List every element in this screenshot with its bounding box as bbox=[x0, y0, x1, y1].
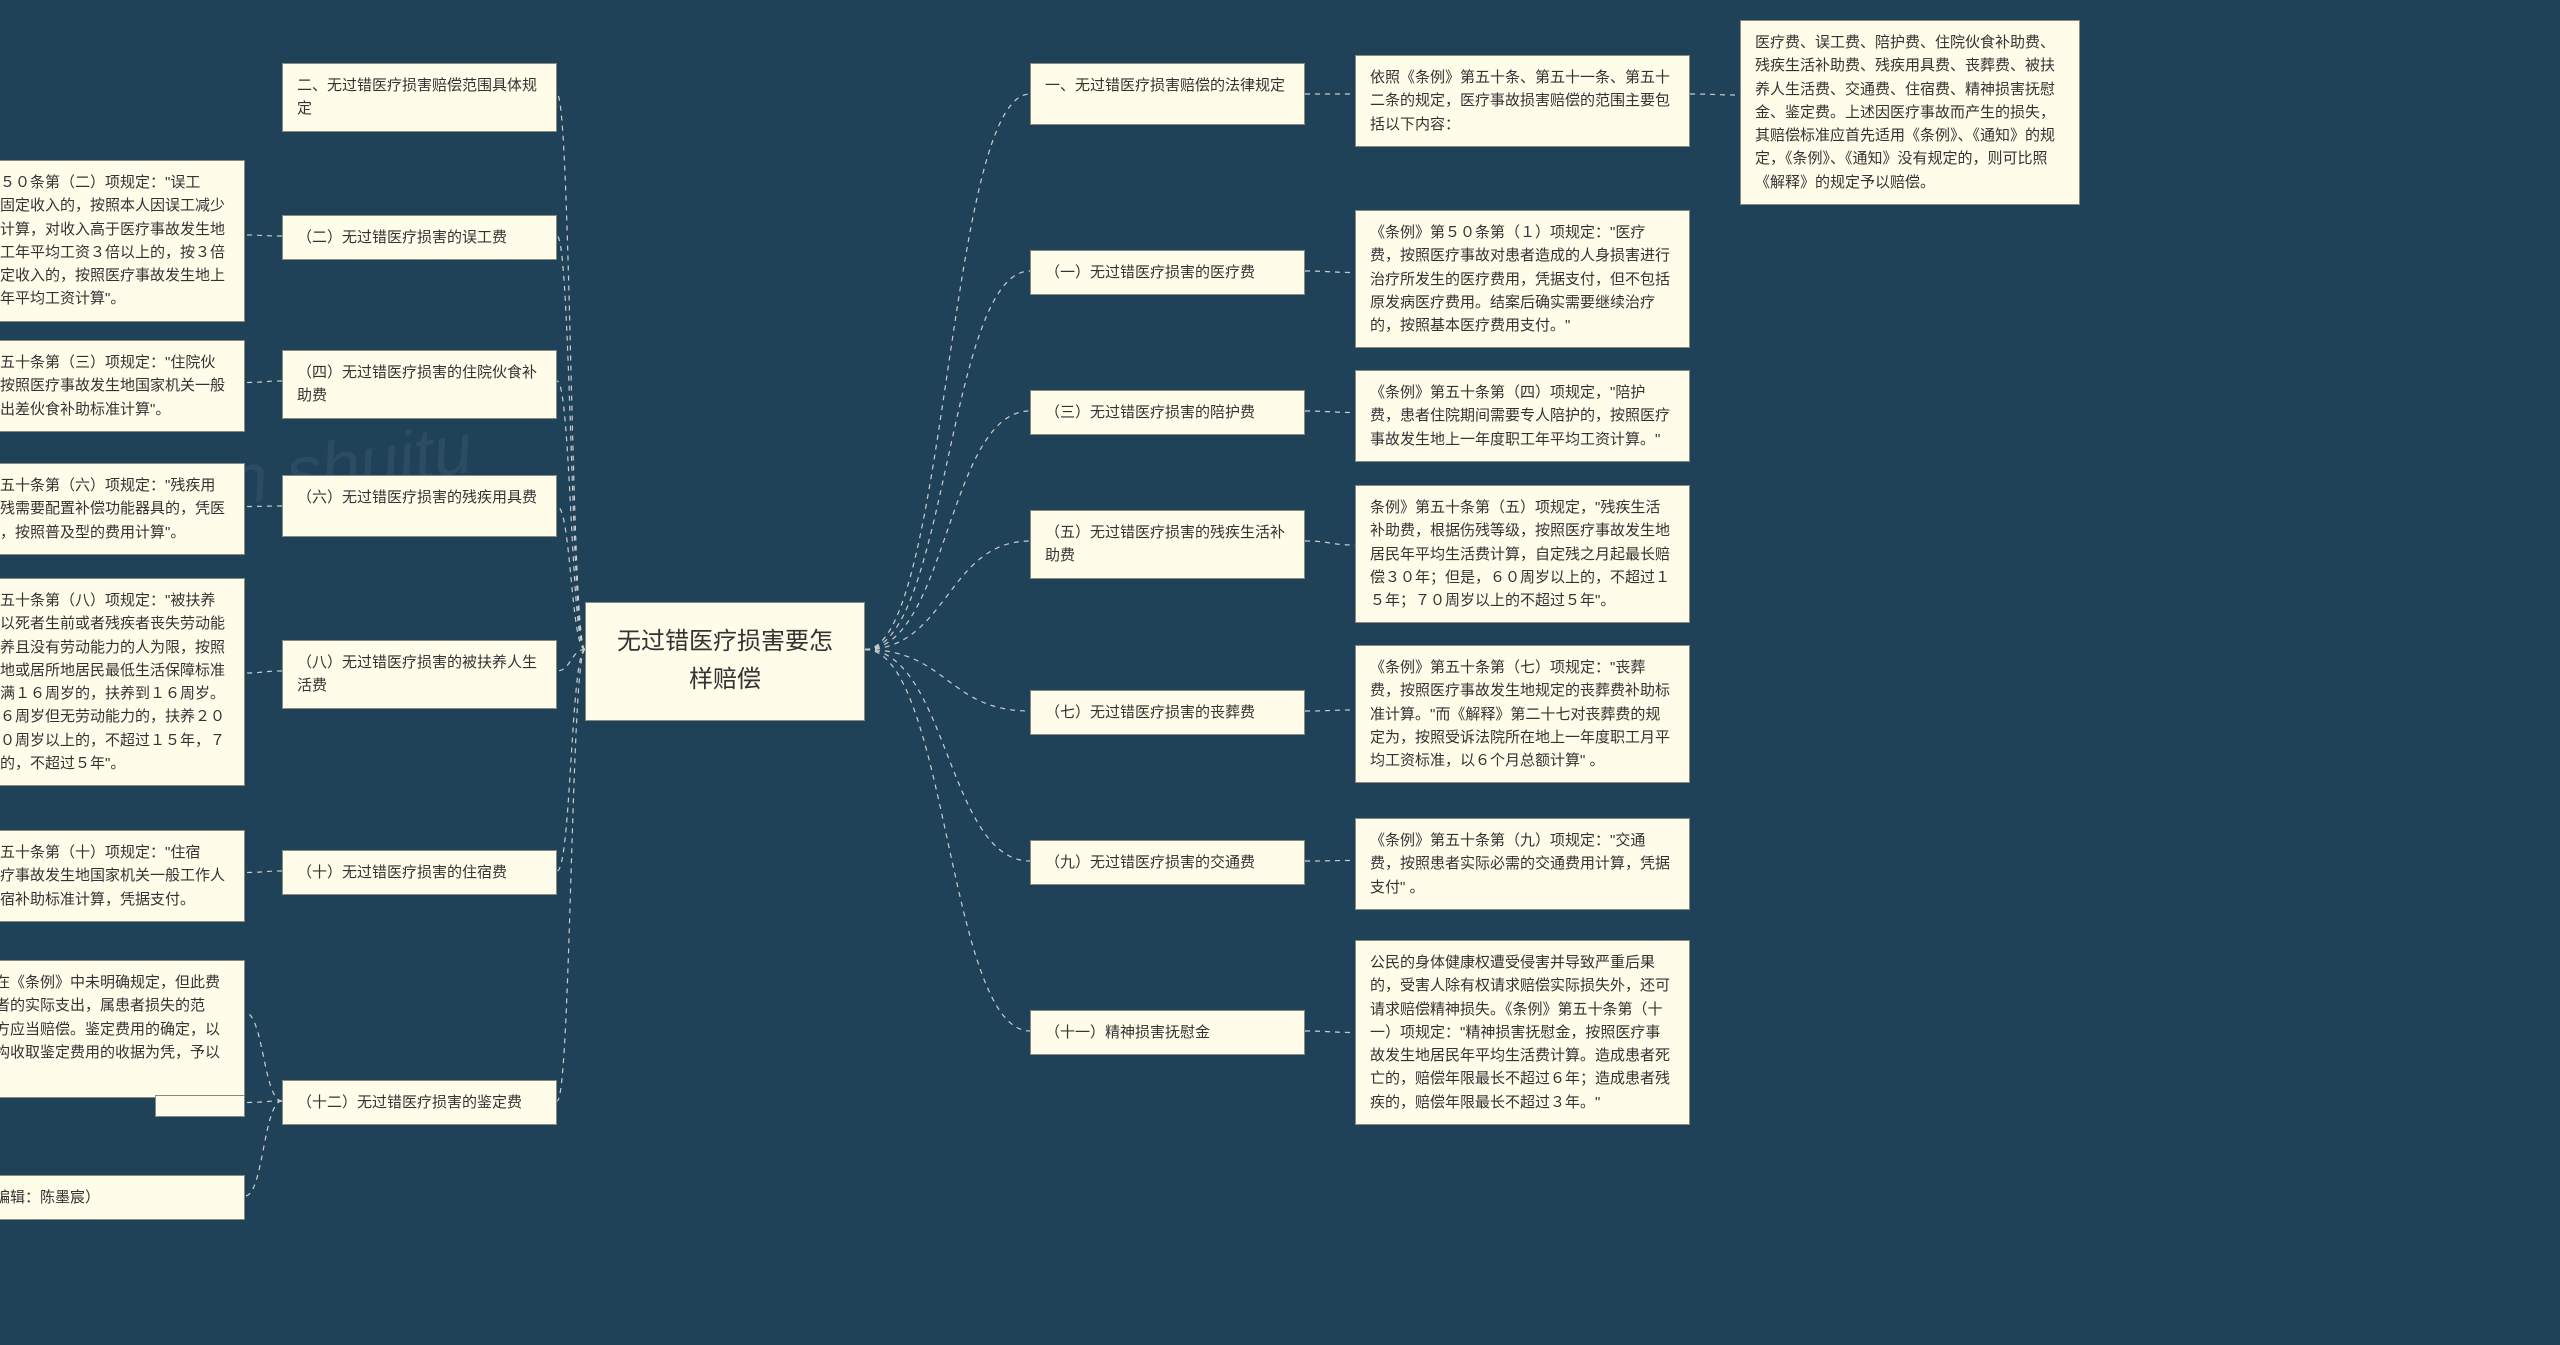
branch-node: （十一）精神损害抚慰金 bbox=[1030, 1010, 1305, 1055]
branch-node: （三）无过错医疗损害的陪护费 bbox=[1030, 390, 1305, 435]
branch-node: （二）无过错医疗损害的误工费 bbox=[282, 215, 557, 260]
center-node: 无过错医疗损害要怎样赔偿 bbox=[585, 602, 865, 721]
detail-node: 《条例》第五十条第（四）项规定，"陪护费，患者住院期间需要专人陪护的，按照医疗事… bbox=[1355, 370, 1690, 462]
branch-node: （一）无过错医疗损害的医疗费 bbox=[1030, 250, 1305, 295]
branch-node: 一、无过错医疗损害赔偿的法律规定 bbox=[1030, 63, 1305, 125]
detail-node: 《条例》第五十条第（八）项规定："被扶养人生活费，以死者生前或者残疾者丧失劳动能… bbox=[0, 578, 245, 786]
detail-node: 条例》第五十条第（五）项规定，"残疾生活补助费，根据伤残等级，按照医疗事故发生地… bbox=[1355, 485, 1690, 623]
branch-node: （十）无过错医疗损害的住宿费 bbox=[282, 850, 557, 895]
detail-node: （责任编辑：陈墨宸） bbox=[0, 1175, 245, 1220]
detail-node: 《条例》第五十条第（十）项规定："住宿费，按照医疗事故发生地国家机关一般工作人员… bbox=[0, 830, 245, 922]
branch-node: （六）无过错医疗损害的残疾用具费 bbox=[282, 475, 557, 537]
detail-node: 《条例》第五十条第（七）项规定："丧葬费，按照医疗事故发生地规定的丧葬费补助标准… bbox=[1355, 645, 1690, 783]
branch-node: （七）无过错医疗损害的丧葬费 bbox=[1030, 690, 1305, 735]
detail-node: 《条例》第５０条第（二）项规定："误工费，患者有固定收入的，按照本人因误工减少的… bbox=[0, 160, 245, 322]
branch-node: （五）无过错医疗损害的残疾生活补助费 bbox=[1030, 510, 1305, 579]
branch-node: （十二）无过错医疗损害的鉴定费 bbox=[282, 1080, 557, 1125]
branch-node: 二、无过错医疗损害赔偿范围具体规定 bbox=[282, 63, 557, 132]
branch-node: （四）无过错医疗损害的住院伙食补助费 bbox=[282, 350, 557, 419]
detail-node: 《条例》第５０条第（１）项规定："医疗费，按照医疗事故对患者造成的人身损害进行治… bbox=[1355, 210, 1690, 348]
detail-node: 《条例》第五十条第（六）项规定："残疾用具费，因伤残需要配置补偿功能器具的，凭医… bbox=[0, 463, 245, 555]
branch-node: （九）无过错医疗损害的交通费 bbox=[1030, 840, 1305, 885]
detail-node: 医疗费、误工费、陪护费、住院伙食补助费、残疾生活补助费、残疾用具费、丧葬费、被扶… bbox=[1740, 20, 2080, 205]
detail-node: 依照《条例》第五十条、第五十一条、第五十二条的规定，医疗事故损害赔偿的范围主要包… bbox=[1355, 55, 1690, 147]
detail-node: 《条例》第五十条第（九）项规定："交通费，按照患者实际必需的交通费用计算，凭据支… bbox=[1355, 818, 1690, 910]
detail-node bbox=[155, 1095, 245, 1117]
detail-node: 鉴定费在《条例》中未明确规定，但此费用是患者的实际支出，属患者损失的范围，医方应… bbox=[0, 960, 245, 1098]
detail-node: 公民的身体健康权遭受侵害并导致严重后果的，受害人除有权请求赔偿实际损失外，还可请… bbox=[1355, 940, 1690, 1125]
branch-node: （八）无过错医疗损害的被扶养人生活费 bbox=[282, 640, 557, 709]
detail-node: 《条例》第五十条第（三）项规定："住院伙食补助费，按照医疗事故发生地国家机关一般… bbox=[0, 340, 245, 432]
